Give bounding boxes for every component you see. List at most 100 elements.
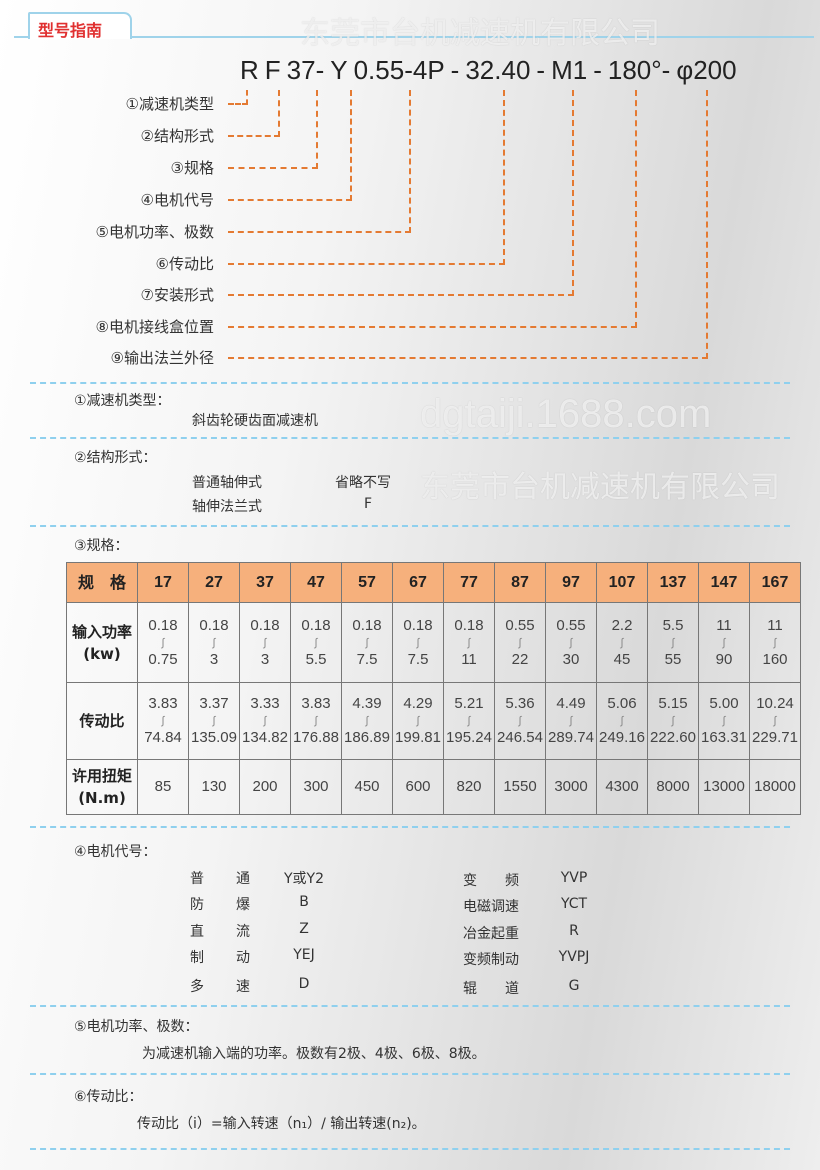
model-code-part: 0.55-4P [353,55,445,85]
motor-code: YCT [560,896,588,912]
row-label-unit: (kw) [83,644,121,663]
sec5-content: 为减速机输入端的功率。极数有2极、4极、6极、8极。 [142,1046,486,1062]
table-cell: 300 [290,759,342,815]
table-size: 57 [341,562,393,603]
divider [30,437,790,439]
model-code-part: Y [330,55,348,85]
range-max: 3 [209,650,219,668]
table-cell: 820 [443,759,495,815]
motor-type-char: 爆 [236,897,250,913]
range-mark: ∫ [161,636,165,649]
range-min: 5.06 [607,695,637,712]
table-row-power: 输入功率 (kw) 0.18 ∫ 0.75 0.18 ∫ 3 0.18 ∫ 3 0.18 ∫ 5.5 0.1… [66,602,801,683]
code-label: ⑤电机功率、极数 [95,223,214,241]
range-mark: ∫ [620,715,624,727]
range-min: 3.33 [250,695,280,712]
range-min: 4.49 [556,695,586,712]
table-cell: 11 ∫ 90 [698,602,750,683]
motor-code: D [298,976,310,992]
table-cell: 4.49 ∫ 289.74 [545,682,597,760]
range-mark: ∫ [365,636,369,649]
watermark: dgtaiji.1688.com [420,392,712,436]
range-min: 3.83 [301,695,331,712]
table-size: 137 [647,562,699,603]
table-cell: 5.00 ∫ 163.31 [698,682,750,760]
motor-code: B [299,894,309,910]
range-mark: ∫ [416,636,420,649]
table-cell: 4.29 ∫ 199.81 [392,682,444,760]
range-mark: ∫ [314,715,318,727]
table-cell: 0.18 ∫ 3 [188,602,240,683]
sec3-title: ③规格： [74,538,129,554]
range-max: 74.84 [144,729,182,746]
range-max: 176.88 [293,729,339,746]
range-mark: ∫ [416,715,420,727]
range-min: 2.2 [611,616,633,634]
table-cell: 4300 [596,759,648,815]
motor-code: YVP [560,870,588,886]
range-mark: ∫ [263,715,267,727]
range-min: 0.18 [148,616,178,634]
motor-code: Y或Y2 [283,871,324,887]
range-mark: ∫ [314,636,318,649]
table-cell: 2.2 ∫ 45 [596,602,648,683]
range-mark: ∫ [671,715,675,727]
row-label-unit: (N.m) [78,789,126,807]
table-size: 77 [443,562,495,603]
table-cell: 3000 [545,759,597,815]
table-cell: 11 ∫ 160 [749,602,801,683]
range-max: 249.16 [599,729,645,746]
leader-v-line [409,90,411,233]
leader-v-line [503,90,505,265]
code-label: ③规格 [170,159,214,177]
table-row-torque: 许用扭矩 (N.m) 85 130 200 300 450 600 820 1550 3000 430… [66,759,801,815]
section-tab-model-guide: 型号指南 [28,12,132,40]
sec1-content: 斜齿轮硬齿面减速机 [192,413,318,429]
leader-v-line [635,90,637,328]
range-max: 30 [562,650,580,668]
range-min: 0.55 [505,616,535,634]
table-size: 147 [698,562,750,603]
range-min: 0.55 [556,616,586,634]
range-max: 45 [613,650,631,668]
model-code-part: M1 [551,55,588,85]
table-size: 67 [392,562,444,603]
table-cell: 200 [239,759,291,815]
motor-type-char: 直 [190,924,204,940]
row-label: 许用扭矩 (N.m) [66,759,138,815]
code-label: ⑨输出法兰外径 [110,349,214,367]
range-mark: ∫ [722,715,726,727]
leader-h-line [228,357,708,359]
range-max: 163.31 [701,729,747,746]
leader-h-line [228,263,505,265]
motor-code: Z [299,921,309,937]
range-min: 5.15 [658,695,688,712]
range-min: 11 [716,616,732,634]
range-min: 0.18 [352,616,382,634]
table-cell: 0.18 ∫ 3 [239,602,291,683]
motor-code: YVPJ [558,949,590,965]
table-header-label: 规 格 [66,562,138,603]
range-max: 7.5 [407,650,429,668]
motor-type-char: 动 [236,950,250,966]
leader-v-line [706,90,708,359]
motor-type-char: 制 [190,950,204,966]
range-min: 5.5 [662,616,684,634]
table-cell: 0.55 ∫ 22 [494,602,546,683]
table-cell: 0.18 ∫ 7.5 [341,602,393,683]
row-label: 传动比 [66,682,138,760]
range-min: 5.36 [505,695,535,712]
range-mark: ∫ [773,715,777,727]
sec2-title: ②结构形式： [74,450,157,466]
range-min: 4.29 [403,695,433,712]
range-mark: ∫ [263,636,267,649]
watermark: 东莞市台机减速机有限公司 [300,16,660,51]
range-max: 195.24 [446,729,492,746]
row-label-text: 输入功率 [71,622,132,641]
range-max: 246.54 [497,729,543,746]
range-min: 0.18 [454,616,484,634]
table-size: 107 [596,562,648,603]
range-min: 10.24 [756,695,794,712]
motor-type-char: 流 [236,924,250,940]
leader-h-line [228,167,318,169]
